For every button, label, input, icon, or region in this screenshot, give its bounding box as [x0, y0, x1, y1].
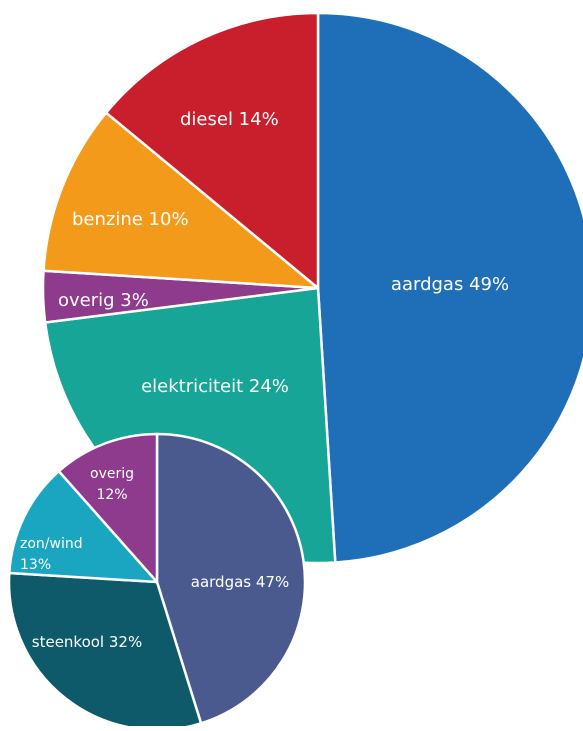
slice-label-aardgas: aardgas 49%: [391, 274, 509, 295]
slice-label-diesel: diesel 14%: [180, 109, 279, 130]
slice-label-steenkool: steenkool 32%: [32, 633, 142, 651]
slice-label-benzine: benzine 10%: [72, 209, 189, 230]
electricity-slice-overig: [57, 432, 159, 584]
energy-slice-diesel: [104, 11, 320, 290]
slice-label-aardgas-small: aardgas 47%: [191, 573, 289, 591]
slice-label-overig-line2: 12%: [96, 487, 127, 503]
slice-label-overig-line1: overig: [90, 466, 134, 482]
slice-label-zon-wind-line1: zon/wind: [20, 536, 83, 552]
electricity-source-pie: [7, 432, 307, 731]
slice-label-overig: overig 3%: [58, 290, 149, 311]
energy-use-pie: [41, 11, 583, 565]
slice-label-elektriciteit: elektriciteit 24%: [141, 376, 289, 397]
energy-slice-aardgas: [316, 11, 583, 564]
slice-label-zon-wind-line2: 13%: [20, 557, 51, 573]
electricity-slice-zon-wind: [8, 469, 159, 584]
electricity-slice-aardgas: [155, 432, 307, 725]
electricity-source-labels: aardgas 47% steenkool 32% zon/wind 13% o…: [20, 466, 289, 651]
energy-slice-benzine: [42, 111, 320, 290]
energy-use-labels: aardgas 49% elektriciteit 24% overig 3% …: [58, 109, 509, 397]
